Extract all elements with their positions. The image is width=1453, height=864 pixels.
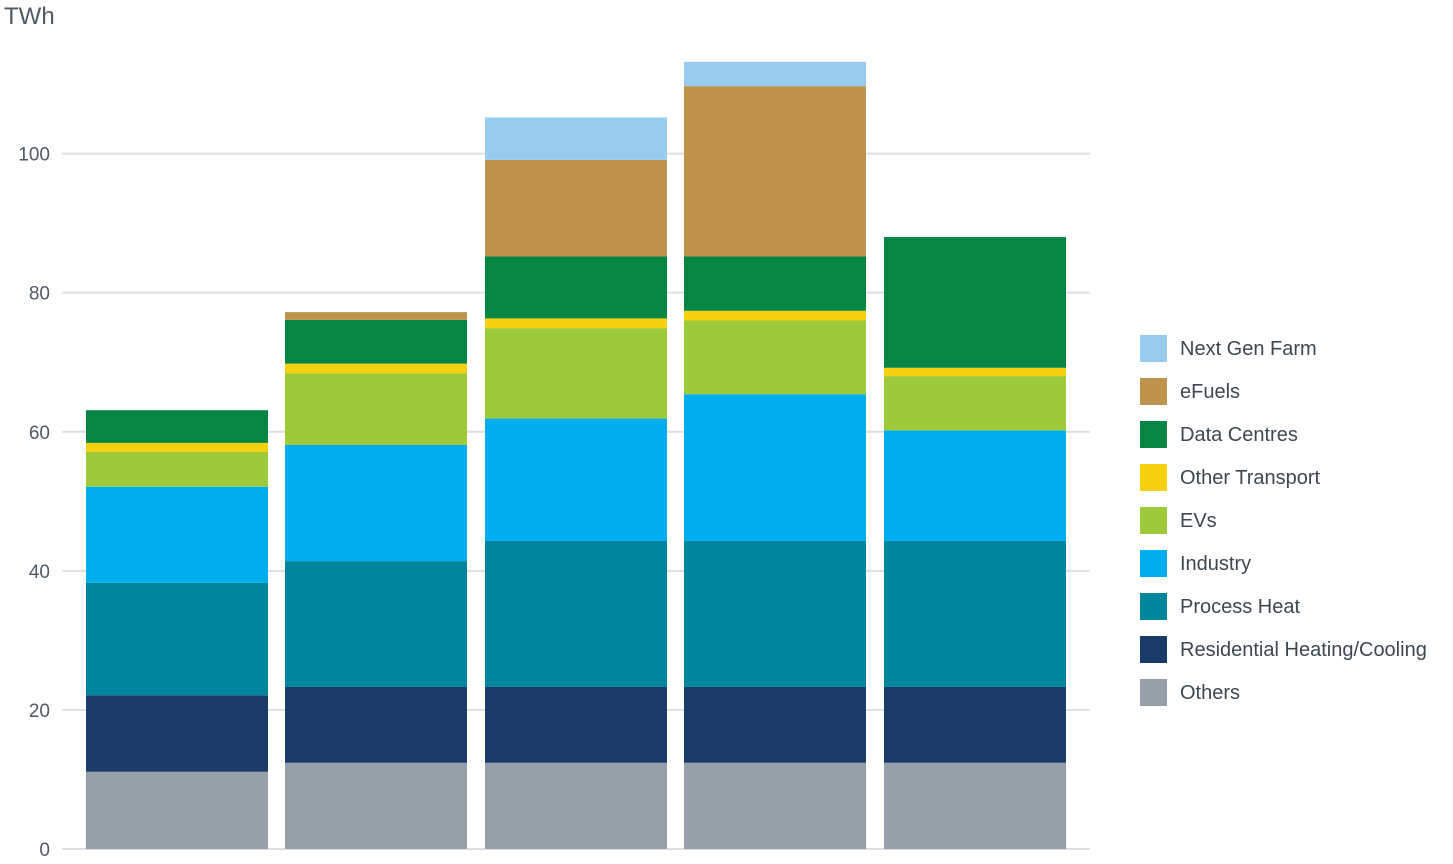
y-axis-unit-label: TWh [4,3,55,30]
bar-segment [285,319,467,364]
legend-label: eFuels [1180,381,1240,403]
bar-segment [684,320,866,395]
legend-swatch [1140,593,1167,620]
legend-swatch [1140,507,1167,534]
legend-label: Data Centres [1180,424,1298,446]
bar-segment [86,410,268,443]
bar-segment [86,695,268,772]
y-tick-label: 40 [29,562,50,583]
bars [86,61,1066,849]
bar-segment [285,363,467,374]
bar-segment [485,159,667,257]
legend-label: Other Transport [1180,467,1321,489]
bar-segment [485,328,667,419]
bar-segment [884,376,1066,431]
y-tick-label: 100 [18,145,50,166]
bar-segment [485,762,667,849]
legend-label: Next Gen Farm [1180,338,1317,360]
bar-segment [684,310,866,321]
bar-segment [884,367,1066,377]
bar-segment [884,762,1066,849]
legend-label: Process Heat [1180,596,1300,618]
legend-swatch [1140,464,1167,491]
bar-segment [884,686,1066,763]
legend-swatch [1140,378,1167,405]
legend-swatch [1140,679,1167,706]
bar-segment [86,442,268,452]
legend: Next Gen Farm eFuels Data Centres Other Tra… [1140,335,1427,706]
bar-segment [684,394,866,541]
bar-segment [485,418,667,541]
legend-label: Residential Heating/Cooling [1180,639,1427,661]
bar-segment [485,318,667,329]
y-tick-label: 0 [39,840,50,859]
bar-segment [684,61,866,87]
y-tick-label: 20 [29,701,50,722]
bar-segment [86,771,268,849]
bar-segment [285,373,467,445]
bar-segment [285,686,467,763]
bar-segment [485,540,667,687]
legend-swatch [1140,335,1167,362]
legend-swatch [1140,636,1167,663]
bar-segment [485,686,667,763]
bar-segment [884,237,1066,368]
bar-segment [485,117,667,160]
bar-segment [684,762,866,849]
bar-segment [86,582,268,696]
legend-label: Industry [1180,553,1251,575]
bar-segment [285,762,467,849]
legend-swatch [1140,421,1167,448]
bar-segment [285,312,467,320]
bar-segment [684,256,866,311]
bar-segment [285,444,467,562]
bar-segment [285,561,467,687]
bar-segment [884,430,1066,541]
bar-segment [684,86,866,257]
bar-segment [485,256,667,319]
bar-segment [684,686,866,763]
legend-label: EVs [1180,510,1217,532]
bar-segment [86,486,268,583]
y-tick-label: 60 [29,423,50,444]
bar-segment [884,540,1066,687]
bar-segment [684,540,866,687]
y-tick-label: 80 [29,284,50,305]
bar-segment [86,451,268,487]
legend-swatch [1140,550,1167,577]
legend-label: Others [1180,682,1240,704]
